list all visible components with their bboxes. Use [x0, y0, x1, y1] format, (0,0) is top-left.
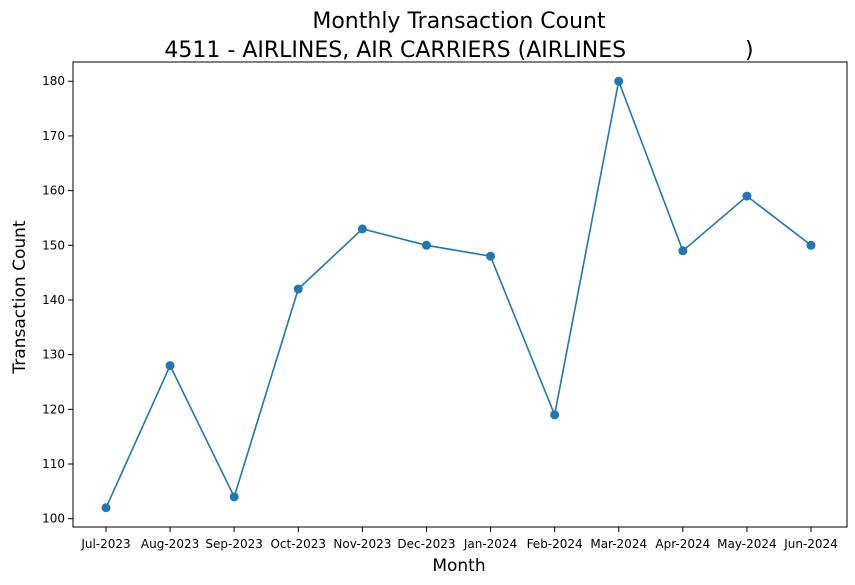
x-tick-label: Oct-2023 [270, 537, 326, 551]
data-point [229, 492, 239, 502]
x-tick-label: Jul-2023 [80, 537, 130, 551]
x-tick-label: Jan-2024 [463, 537, 517, 551]
x-axis-label: Month [432, 556, 485, 576]
y-tick-label: 130 [42, 348, 65, 362]
data-point [421, 240, 431, 250]
data-point [165, 361, 175, 371]
data-point [678, 246, 688, 256]
x-tick-label: Feb-2024 [527, 537, 583, 551]
data-point [357, 224, 367, 234]
y-tick-label: 140 [42, 293, 65, 307]
data-point [486, 251, 496, 261]
y-tick-label: 160 [42, 184, 65, 198]
y-tick-label: 180 [42, 74, 65, 88]
x-tick-label: Apr-2024 [655, 537, 710, 551]
y-tick-label: 110 [42, 457, 65, 471]
data-point [806, 240, 816, 250]
data-point [101, 503, 111, 513]
data-point [293, 284, 303, 294]
x-tick-label: Nov-2023 [333, 537, 391, 551]
x-axis: Jul-2023 Aug-2023 Sep-2023 Oct-2023 Nov-2023… [80, 527, 838, 551]
y-tick-label: 150 [42, 238, 65, 252]
data-point [550, 410, 560, 420]
chart-title-line-2: 4511 - AIRLINES, AIR CARRIERS (AIRLINES … [164, 38, 753, 63]
y-tick-label: 120 [42, 402, 65, 416]
y-axis: 100 110 120 130 140 150 160 170 180 [42, 74, 73, 526]
data-point [742, 191, 752, 201]
y-tick-label: 170 [42, 129, 65, 143]
x-tick-label: Jun-2024 [783, 537, 838, 551]
y-axis-label: Transaction Count [10, 220, 30, 374]
chart-title-line-1: Monthly Transaction Count [312, 9, 606, 34]
data-point [614, 76, 624, 86]
x-tick-label: Dec-2023 [397, 537, 455, 551]
plot-area [72, 61, 848, 528]
x-tick-label: Sep-2023 [205, 537, 263, 551]
x-tick-label: Mar-2024 [590, 537, 647, 551]
x-tick-label: Aug-2023 [141, 537, 199, 551]
y-tick-label: 100 [42, 512, 65, 526]
x-tick-label: May-2024 [717, 537, 776, 551]
series-markers [101, 76, 816, 513]
series-line [105, 78, 812, 509]
